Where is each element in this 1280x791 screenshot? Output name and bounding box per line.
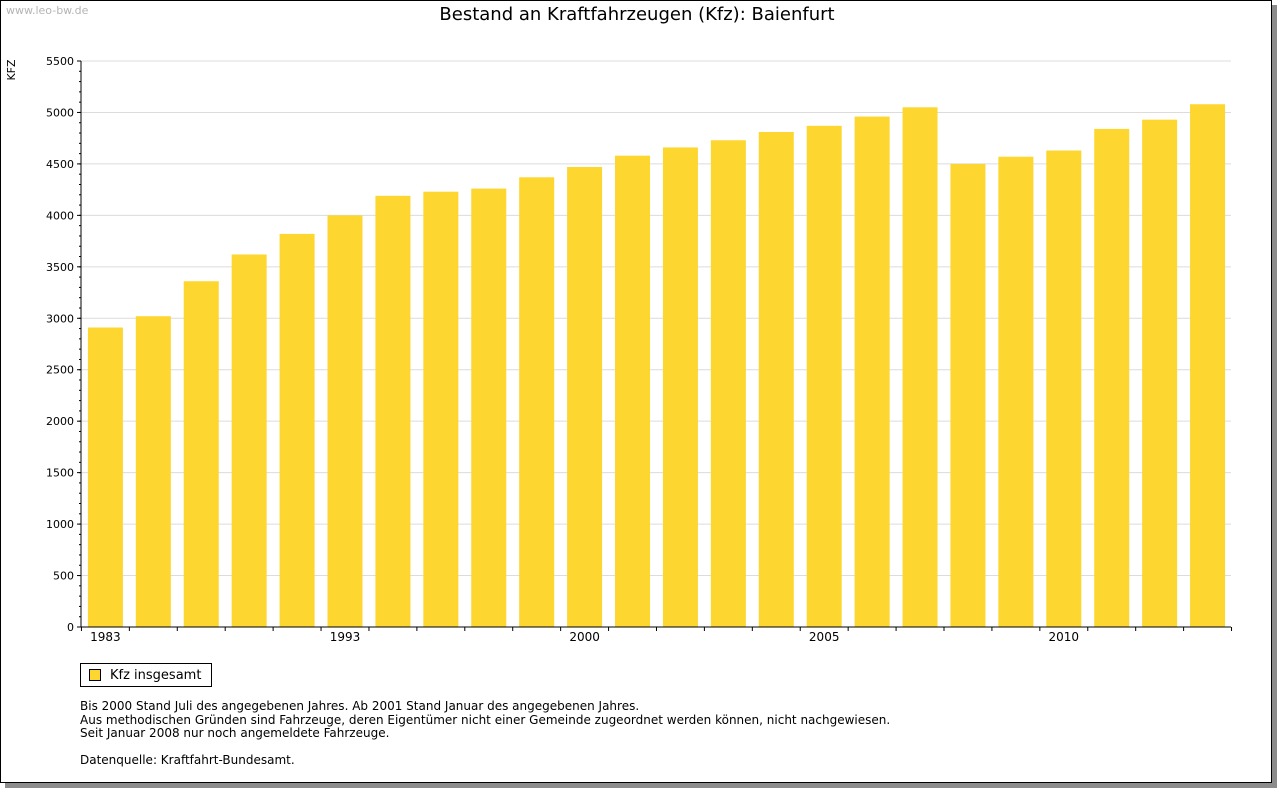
y-tick-label: 3500	[46, 261, 74, 274]
bar-chart: 0 500 1000 1500 2000 2500 3000 3500 4000 4500 5000…	[5, 55, 1233, 644]
bar	[375, 195, 411, 627]
data-source: Datenquelle: Kraftfahrt-Bundesamt.	[80, 752, 295, 767]
x-tick-label: 2005	[809, 630, 840, 644]
bar	[710, 140, 746, 628]
y-tick-label: 5500	[46, 55, 74, 68]
bar	[279, 233, 315, 627]
bar	[567, 166, 603, 627]
y-tick-label: 500	[53, 570, 74, 583]
bar	[1046, 150, 1082, 627]
y-tick-label: 1000	[46, 518, 74, 531]
x-tick-label: 2010	[1049, 630, 1080, 644]
bar	[327, 215, 363, 627]
bar	[135, 316, 171, 627]
y-tick-label: 2000	[46, 415, 74, 428]
bar	[1190, 104, 1226, 628]
watermark: www.leo-bw.de	[6, 4, 89, 17]
bar	[662, 147, 698, 627]
bar	[183, 281, 219, 627]
bar	[998, 156, 1034, 628]
bar	[902, 107, 938, 628]
legend-label: Kfz insgesamt	[110, 667, 202, 683]
y-tick-label: 2500	[46, 364, 74, 377]
footnote-line: Bis 2000 Stand Juli des angegebenen Jahr…	[80, 699, 640, 713]
bar	[1094, 128, 1130, 628]
y-tick-label: 5000	[46, 106, 74, 119]
y-tick-label: 4500	[46, 158, 74, 171]
footnote-line: Seit Januar 2008 nur noch angemeldete Fa…	[80, 726, 390, 740]
bar	[519, 177, 555, 627]
y-axis-label: KFZ	[5, 59, 18, 81]
chart-title: Bestand an Kraftfahrzeugen (Kfz): Baienf…	[439, 4, 835, 25]
bar	[1142, 119, 1178, 628]
x-tick-label: 1983	[90, 630, 121, 644]
legend-swatch	[89, 669, 101, 681]
bar	[471, 188, 507, 627]
bar	[87, 327, 123, 627]
bar	[758, 132, 794, 628]
y-tick-label: 0	[67, 621, 74, 634]
y-tick-label: 1500	[46, 467, 74, 480]
legend: Kfz insgesamt	[80, 663, 213, 687]
bar	[231, 254, 267, 627]
bar	[854, 116, 890, 627]
bar	[423, 191, 459, 627]
x-tick-label: 2000	[569, 630, 600, 644]
footnote-line: Aus methodischen Gründen sind Fahrzeuge,…	[80, 712, 891, 727]
y-tick-label: 4000	[46, 209, 74, 222]
x-tick-label: 1993	[330, 630, 361, 644]
bar	[615, 155, 651, 627]
footnotes: Bis 2000 Stand Juli des angegebenen Jahr…	[80, 699, 891, 767]
bar	[950, 163, 986, 627]
bar	[806, 125, 842, 627]
y-tick-label: 3000	[46, 312, 74, 325]
